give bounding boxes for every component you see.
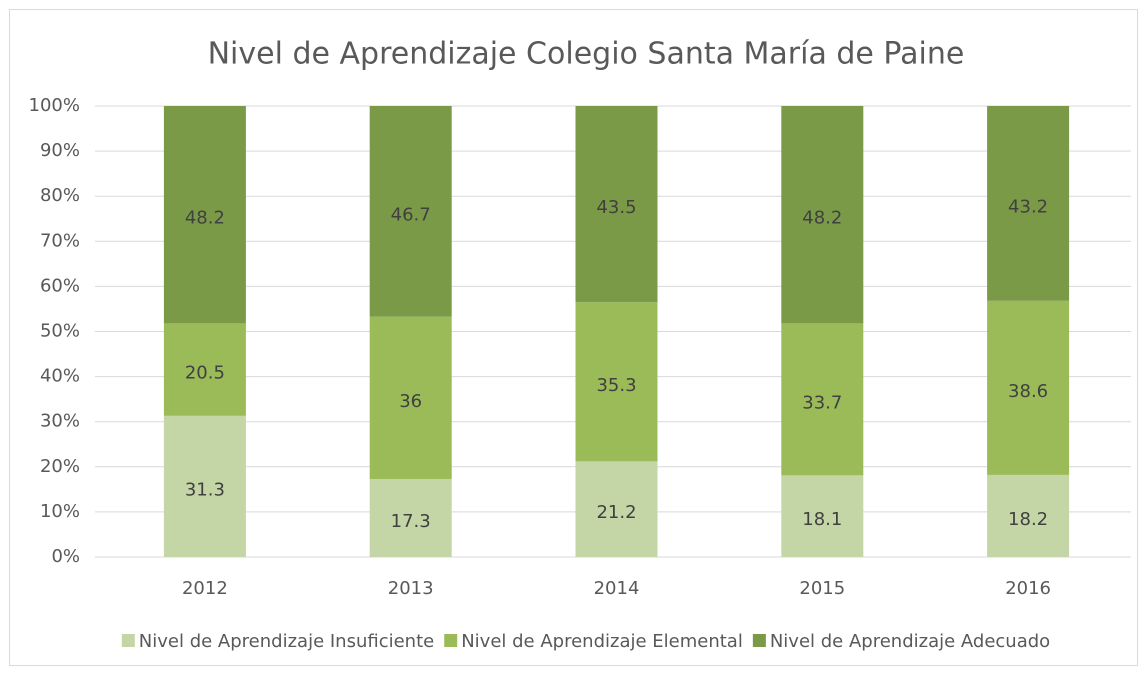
legend-swatch bbox=[444, 634, 458, 647]
y-tick-label: 50% bbox=[40, 321, 80, 342]
x-tick-label: 2016 bbox=[1005, 578, 1051, 599]
y-tick-label: 80% bbox=[40, 185, 80, 206]
data-label: 33.7 bbox=[802, 392, 842, 413]
data-label: 18.2 bbox=[1008, 509, 1048, 530]
bar-segment bbox=[369, 316, 452, 479]
bar-segment bbox=[163, 106, 246, 324]
x-tick-label: 2013 bbox=[388, 578, 434, 599]
data-label: 36 bbox=[399, 391, 422, 412]
bar-segment bbox=[575, 106, 658, 303]
bar-segment bbox=[369, 106, 452, 317]
legend-label: Nivel de Aprendizaje Insuficiente bbox=[139, 631, 434, 652]
x-tick-label: 2012 bbox=[182, 578, 228, 599]
bar-segment bbox=[987, 300, 1070, 475]
data-label: 48.2 bbox=[185, 208, 225, 229]
bar-segment bbox=[575, 461, 658, 557]
legend-label: Nivel de Aprendizaje Adecuado bbox=[770, 631, 1050, 652]
y-tick-label: 60% bbox=[40, 275, 80, 296]
legend-swatch bbox=[121, 634, 135, 647]
x-tick-label: 2014 bbox=[594, 578, 640, 599]
data-label: 38.6 bbox=[1008, 381, 1048, 402]
bar-segment bbox=[163, 415, 246, 557]
y-tick-label: 70% bbox=[40, 230, 80, 251]
bar-segment bbox=[575, 302, 658, 462]
legend-swatch bbox=[752, 634, 766, 647]
x-tick-label: 2015 bbox=[799, 578, 845, 599]
y-tick-label: 100% bbox=[29, 95, 80, 116]
bar-segment bbox=[369, 478, 452, 557]
data-label: 35.3 bbox=[596, 375, 636, 396]
bar-segment bbox=[987, 474, 1070, 557]
y-tick-label: 0% bbox=[51, 546, 80, 567]
y-tick-label: 20% bbox=[40, 456, 80, 477]
y-tick-label: 10% bbox=[40, 501, 80, 522]
data-label: 43.5 bbox=[596, 197, 636, 218]
bar-segment bbox=[163, 323, 246, 416]
y-tick-label: 30% bbox=[40, 411, 80, 432]
chart-title: Nivel de Aprendizaje Colegio Santa María… bbox=[208, 37, 965, 72]
bar-segment bbox=[781, 475, 864, 557]
bar-segment bbox=[781, 106, 864, 324]
data-label: 20.5 bbox=[185, 363, 225, 384]
legend-label: Nivel de Aprendizaje Elemental bbox=[461, 631, 743, 652]
data-label: 17.3 bbox=[391, 511, 431, 532]
data-label: 31.3 bbox=[185, 479, 225, 500]
bar-segment bbox=[781, 323, 864, 476]
data-label: 18.1 bbox=[802, 509, 842, 530]
data-label: 43.2 bbox=[1008, 196, 1048, 217]
data-label: 48.2 bbox=[802, 208, 842, 229]
data-label: 46.7 bbox=[391, 204, 431, 225]
y-tick-label: 90% bbox=[40, 140, 80, 161]
y-tick-label: 40% bbox=[40, 366, 80, 387]
data-label: 21.2 bbox=[596, 502, 636, 523]
bar-segment bbox=[987, 106, 1070, 301]
